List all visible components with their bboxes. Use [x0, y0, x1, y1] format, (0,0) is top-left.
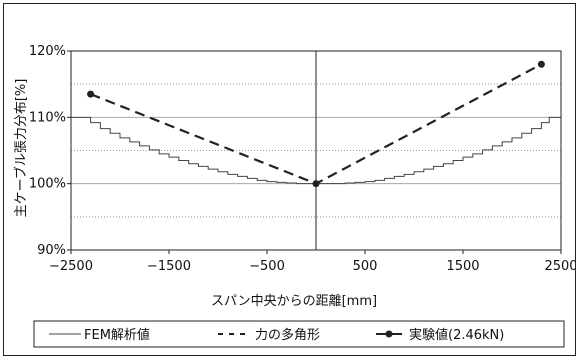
x-tick-label: −1500 — [147, 259, 191, 274]
y-tick-label: 120% — [29, 44, 66, 59]
chart-svg: 90% 100% 110% 120% −2500 −1500 −500 500 1500 2500… — [13, 44, 575, 348]
x-tick-label: 1500 — [446, 259, 479, 274]
series-layer — [71, 60, 561, 188]
axis-layer: 90% 100% 110% 120% −2500 −1500 −500 500 1500 2500 — [29, 44, 575, 274]
legend-box — [33, 320, 565, 348]
series-experiment-point — [537, 60, 545, 68]
legend-label-fem: FEM解析値 — [84, 327, 150, 343]
y-tick-label: 110% — [29, 110, 66, 125]
legend-marker-experiment — [385, 330, 393, 338]
series-experiment-point — [87, 90, 95, 98]
y-axis-title: 主ケーブル張力分布[%] — [13, 79, 29, 218]
x-tick-label: −500 — [249, 259, 285, 274]
grid-layer — [71, 51, 561, 250]
x-tick-label: 2500 — [544, 259, 575, 274]
y-tick-label: 100% — [29, 177, 66, 192]
legend: FEM解析値 力の多角形 実験値(2.46kN) — [33, 320, 565, 348]
legend-label-experiment: 実験値(2.46kN) — [409, 327, 504, 343]
legend-label-polygon: 力の多角形 — [255, 327, 320, 343]
x-tick-label: 500 — [353, 259, 378, 274]
y-tick-label: 90% — [37, 243, 66, 258]
plot-area-border — [70, 50, 562, 251]
chart-frame: 90% 100% 110% 120% −2500 −1500 −500 500 1500 2500… — [3, 3, 576, 356]
x-tick-label: −2500 — [49, 259, 93, 274]
series-experiment-point — [312, 180, 320, 188]
x-axis-title: スパン中央からの距離[mm] — [211, 294, 377, 309]
